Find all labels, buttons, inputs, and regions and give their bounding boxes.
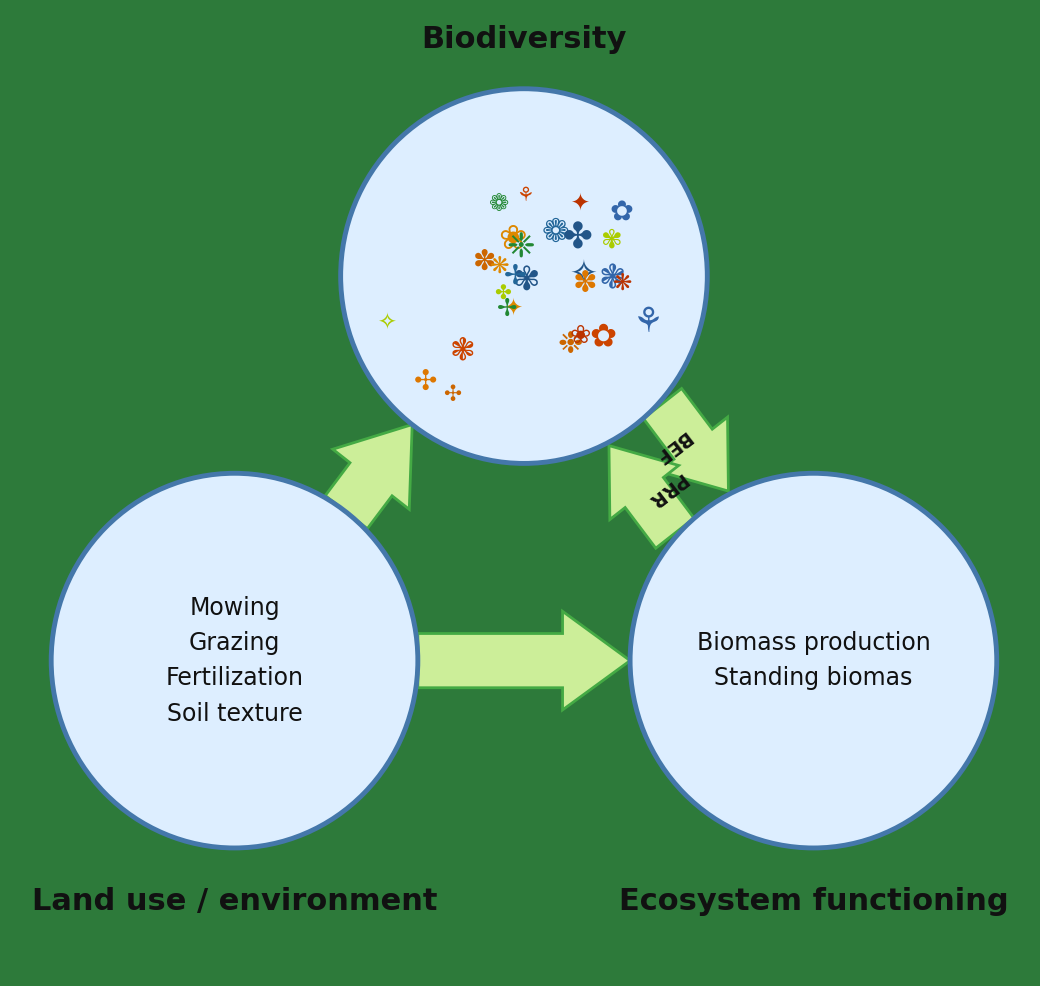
Text: PRR: PRR	[643, 468, 690, 511]
Text: ✿: ✿	[590, 321, 617, 352]
Text: ❁: ❁	[541, 216, 569, 248]
Text: ✢: ✢	[497, 297, 517, 320]
FancyArrow shape	[609, 446, 694, 548]
Text: ✽: ✽	[573, 270, 597, 299]
Text: ✣: ✣	[443, 385, 462, 405]
Text: ❃: ❃	[598, 262, 625, 295]
Text: Mowing
Grazing
Fertilization
Soil texture: Mowing Grazing Fertilization Soil textur…	[165, 596, 304, 726]
Text: BEF: BEF	[649, 427, 694, 467]
Text: ✤: ✤	[563, 221, 592, 255]
Text: ✦: ✦	[502, 296, 522, 319]
Text: ✢: ✢	[503, 264, 526, 290]
Text: ❋: ❋	[613, 271, 631, 295]
FancyArrow shape	[644, 388, 728, 491]
Circle shape	[341, 89, 707, 463]
Text: Biomass production
Standing biomas: Biomass production Standing biomas	[697, 631, 931, 690]
FancyArrow shape	[326, 425, 412, 528]
Text: ❀: ❀	[498, 223, 526, 255]
Text: ✤: ✤	[494, 285, 511, 305]
Circle shape	[630, 473, 996, 848]
Text: ✧: ✧	[570, 258, 598, 291]
Text: ✾: ✾	[512, 263, 540, 297]
FancyArrow shape	[418, 611, 630, 710]
Text: ✧: ✧	[378, 314, 396, 334]
Text: ⚘: ⚘	[517, 185, 534, 204]
Text: ❋: ❋	[490, 254, 509, 278]
Circle shape	[51, 473, 418, 848]
Text: ⚘: ⚘	[633, 305, 664, 339]
Text: Land use / environment: Land use / environment	[32, 887, 437, 916]
Text: Biodiversity: Biodiversity	[421, 26, 627, 54]
Text: ✿: ✿	[609, 197, 633, 226]
Text: ✾: ✾	[601, 228, 623, 253]
Text: ✦: ✦	[570, 191, 589, 215]
Text: ❁: ❁	[490, 192, 510, 216]
Text: ✣: ✣	[414, 369, 437, 396]
Text: ❈: ❈	[506, 232, 536, 265]
Text: ❉: ❉	[557, 329, 583, 359]
Text: ❀: ❀	[569, 323, 591, 348]
Text: ❃: ❃	[449, 336, 475, 365]
Text: Ecosystem functioning: Ecosystem functioning	[619, 887, 1008, 916]
Text: ✽: ✽	[472, 247, 496, 275]
